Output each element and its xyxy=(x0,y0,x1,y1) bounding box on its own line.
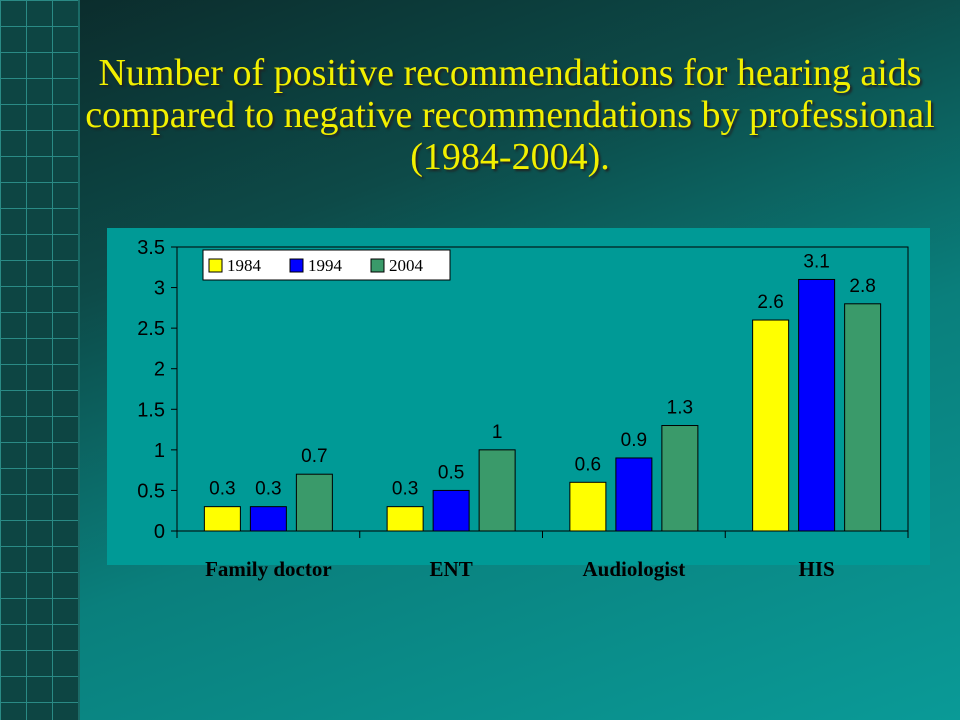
data-label: 3.1 xyxy=(803,251,829,272)
legend-swatch xyxy=(208,258,223,273)
data-label: 1.3 xyxy=(667,398,693,419)
y-tick-label: 2.5 xyxy=(137,318,165,340)
bar xyxy=(661,425,699,532)
legend-label: 1994 xyxy=(308,256,343,275)
bar xyxy=(386,506,424,532)
category-label: Family doctor xyxy=(205,557,332,581)
y-tick-label: 1.5 xyxy=(137,399,165,421)
bar xyxy=(798,278,836,532)
data-label: 0.7 xyxy=(301,446,327,467)
decorative-grid-strip xyxy=(0,0,80,720)
bar xyxy=(203,506,241,532)
bar xyxy=(844,303,882,532)
bar xyxy=(615,457,653,532)
y-tick-label: 2 xyxy=(154,359,165,381)
bar xyxy=(752,319,790,532)
data-label: 0.6 xyxy=(575,454,601,475)
bar xyxy=(432,489,470,532)
bar xyxy=(569,481,607,532)
bar xyxy=(295,473,333,532)
data-label: 2.6 xyxy=(757,292,783,313)
legend-label: 2004 xyxy=(389,256,424,275)
data-label: 0.9 xyxy=(621,430,647,451)
data-label: 1 xyxy=(492,422,503,443)
chart-area xyxy=(107,228,930,565)
category-label: HIS xyxy=(799,557,835,581)
legend xyxy=(202,249,451,281)
y-tick-label: 3 xyxy=(154,278,165,300)
slide-title: Number of positive recommendations for h… xyxy=(85,52,935,178)
legend-label: 1984 xyxy=(227,256,262,275)
y-tick-label: 3.5 xyxy=(137,237,165,259)
data-label: 0.3 xyxy=(392,479,418,500)
data-label: 0.3 xyxy=(255,479,281,500)
legend-swatch xyxy=(370,258,385,273)
data-label: 2.8 xyxy=(849,276,875,297)
legend-swatch xyxy=(289,258,304,273)
category-label: Audiologist xyxy=(583,557,686,581)
y-tick-label: 1 xyxy=(154,440,165,462)
bar xyxy=(249,506,287,532)
bar xyxy=(478,449,516,532)
category-label: ENT xyxy=(430,557,473,581)
data-label: 0.3 xyxy=(209,479,235,500)
y-tick-label: 0.5 xyxy=(137,480,165,502)
y-tick-label: 0 xyxy=(154,521,165,543)
data-label: 0.5 xyxy=(438,462,464,483)
